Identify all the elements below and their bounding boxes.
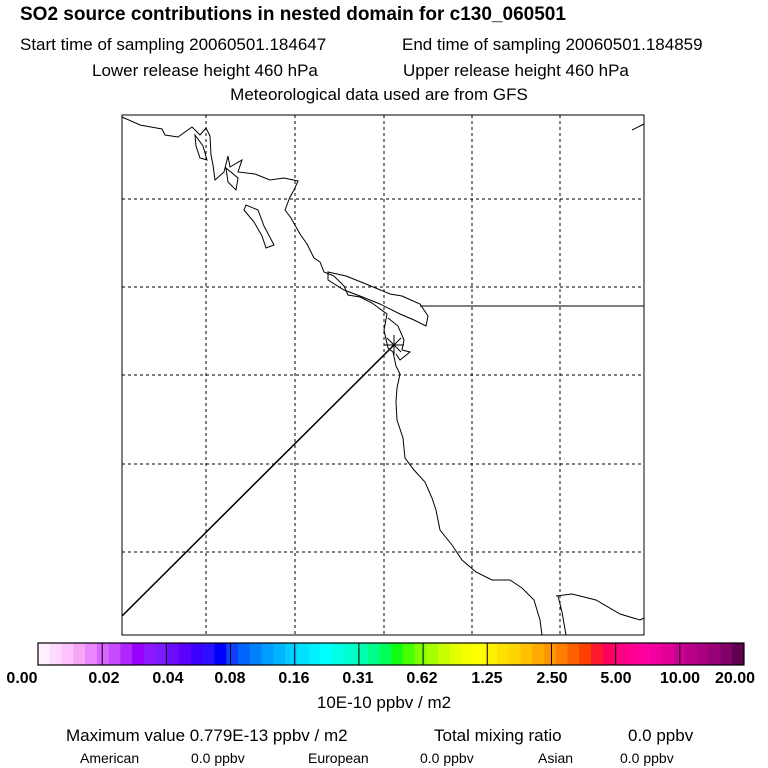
american-value: 0.0 ppbv [191,750,245,766]
maximum-value: Maximum value 0.779E-13 ppbv / m2 [66,726,348,745]
colorbar-swatch [238,643,251,665]
colorbar-tick-label: 2.50 [536,670,568,687]
colorbar-swatch [155,643,168,665]
colorbar-swatch [614,643,627,665]
colorbar-swatch [343,643,357,665]
upper-release-height: Upper release height 460 hPa [403,61,629,80]
colorbar-tick-label: 20.00 [714,670,756,687]
colorbar-swatch [261,643,274,665]
colorbar-swatch [249,643,262,665]
colorbar-swatch [638,643,651,665]
european-value: 0.0 ppbv [420,750,474,766]
colorbar-swatch [190,643,204,665]
colorbar-swatch [567,643,580,665]
lower-release-height: Lower release height 460 hPa [92,61,318,80]
colorbar-swatch [532,643,545,665]
colorbar-swatch [708,643,721,665]
colorbar-dividers [101,643,681,665]
colorbar-tick-label: 0.08 [214,670,246,687]
map-title: SO2 source contributions in nested domai… [20,4,566,25]
colorbar-tick-label: 1.25 [471,670,503,687]
colorbar-swatch [179,643,192,665]
colorbar-swatch [473,643,486,665]
colorbar-swatch [308,643,321,665]
american-label: American [80,750,140,766]
colorbar-swatch [661,643,674,665]
total-mixing-ratio-label: Total mixing ratio [434,726,562,745]
colorbar-swatch [732,643,745,665]
colorbar-swatch [485,643,498,665]
colorbar-swatch [296,643,310,665]
colorbar-swatch [96,643,109,665]
colorbar-swatch [591,643,604,665]
colorbar-swatch [496,643,510,665]
colorbar-swatch [520,643,533,665]
colorbar-swatch [402,643,415,665]
colorbar-swatch [379,643,392,665]
colorbar-swatch [720,643,733,665]
colorbar-swatch [132,643,145,665]
colorbar-tick-label: 10.00 [659,670,701,687]
colorbar-swatch [696,643,710,665]
colorbar-swatch [649,643,663,665]
colorbar-swatch [438,643,451,665]
colorbar-swatch [555,643,568,665]
colorbar-tick-label: 0.00 [6,670,38,687]
colorbar-swatch [367,643,380,665]
receptor-marker [384,335,404,355]
colorbar-swatch [332,643,345,665]
colorbar-swatch [143,643,157,665]
colorbar-swatch [320,643,333,665]
colorbar-swatch [626,643,639,665]
colorbar-tick-label: 0.16 [278,670,310,687]
colorbar-tick-label: 0.02 [88,670,120,687]
colorbar-swatch [461,643,474,665]
colorbar-tick-label: 0.04 [152,670,184,687]
colorbar-swatch [108,643,121,665]
colorbar-tick-label: 0.62 [406,670,438,687]
colorbar-swatch [414,643,427,665]
colorbar-swatch [38,643,51,665]
colorbar-swatch [120,643,133,665]
colorbar-swatch [602,643,615,665]
colorbar-swatch [214,643,227,665]
colorbar-swatch [391,643,404,665]
met-data-source: Meteorological data used are from GFS [230,85,528,104]
colorbar-swatch [579,643,592,665]
start-time: Start time of sampling 20060501.184647 [20,35,327,54]
colorbar-swatch [73,643,86,665]
trajectory-line [121,344,395,617]
colorbar-swatch [543,643,557,665]
map-grid [122,115,644,635]
european-label: European [308,750,369,766]
colorbar-swatch [508,643,521,665]
colorbar-tick-label: 5.00 [600,670,632,687]
colorbar-swatch [449,643,462,665]
colorbar-swatch [685,643,698,665]
end-time: End time of sampling 20060501.184859 [402,35,703,54]
asian-value: 0.0 ppbv [620,750,674,766]
colorbar [38,643,745,665]
coastline [121,116,645,636]
colorbar-tick-label: 0.31 [342,670,374,687]
colorbar-swatch [49,643,62,665]
colorbar-units: 10E-10 ppbv / m2 [316,693,452,712]
colorbar-frame [37,642,745,666]
colorbar-swatch [61,643,74,665]
colorbar-swatch [85,643,98,665]
colorbar-swatch [273,643,286,665]
colorbar-swatch [202,643,215,665]
colorbar-swatch [285,643,298,665]
colorbar-swatch [426,643,439,665]
colorbar-swatch [167,643,180,665]
total-mixing-ratio-value: 0.0 ppbv [628,726,694,745]
colorbar-swatch [355,643,368,665]
asian-label: Asian [538,750,574,766]
colorbar-swatch [226,643,239,665]
